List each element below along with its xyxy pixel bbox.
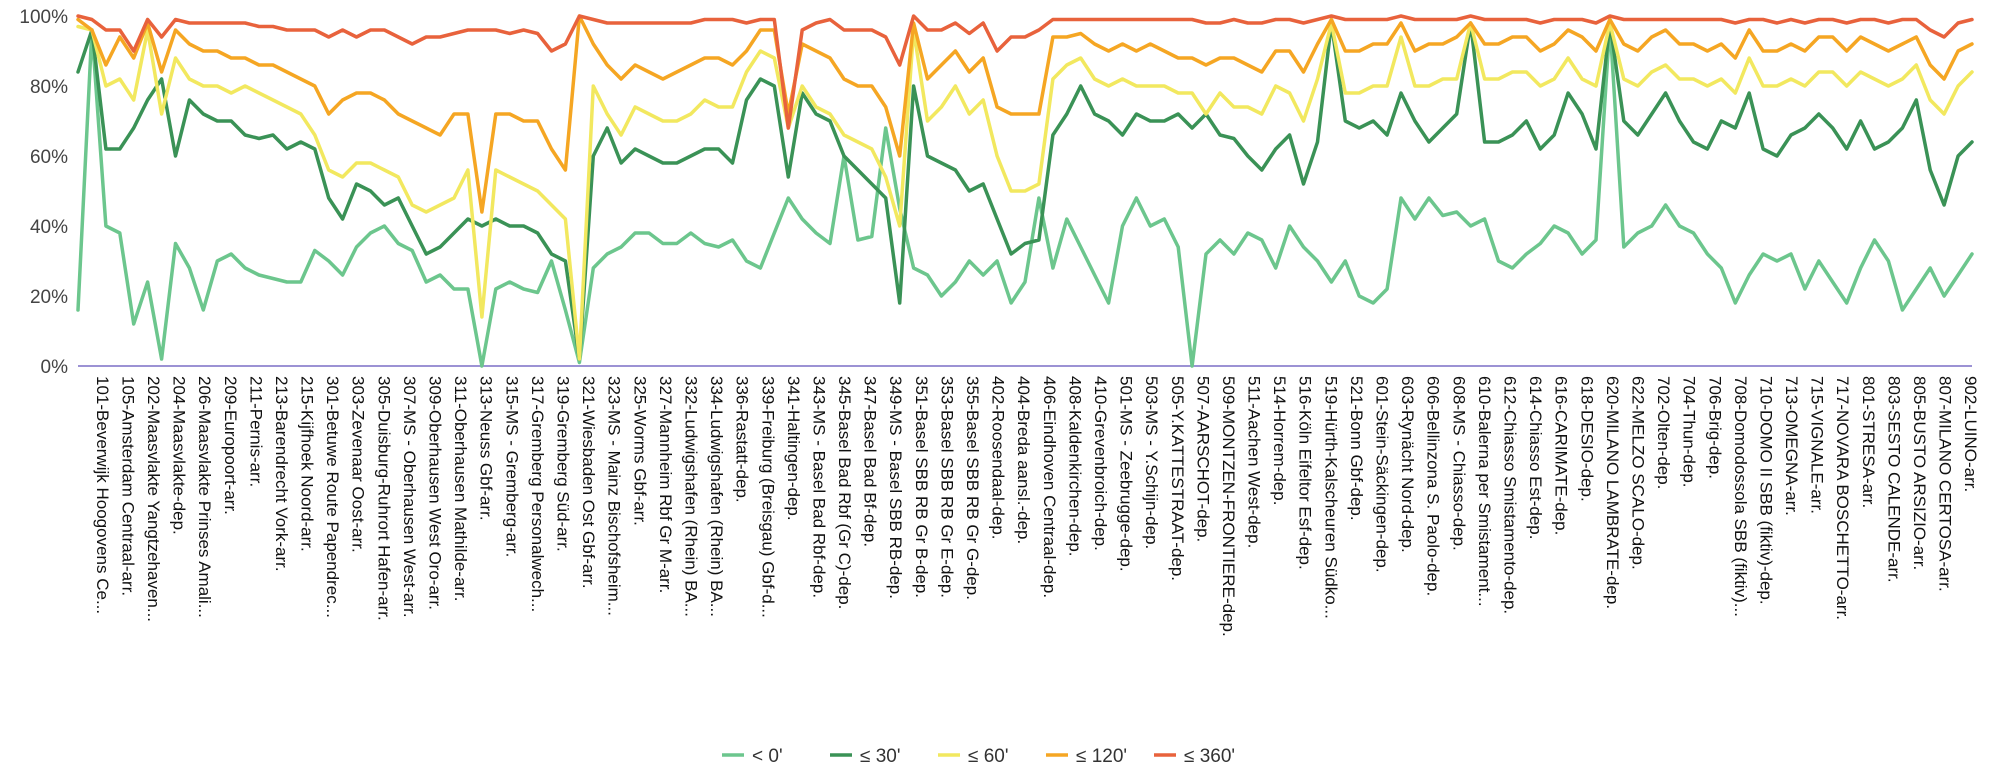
x-tick-label: 801-STRESA-arr. [1859,376,1878,508]
x-tick-label: 347-Basel Bad Bf-dep. [861,376,880,547]
y-tick-label: 80% [30,77,68,98]
x-tick-label: 313-Neuss Gbf-arr. [477,376,496,521]
x-tick-label: 323-MS - Mainz Bischofsheim... [605,376,624,616]
x-tick-label: 215-Kijfhoek Noord-arr. [298,376,317,552]
x-tick-label: 610-Balerna per Smistament... [1475,376,1494,607]
x-tick-label: 327-Mannheim Rbf Gr M-arr. [656,376,675,593]
y-axis: 0% 20% 40% 60% 80% 100% [19,7,1972,378]
x-tick-label: 601-Stein-Säckingen-dep. [1373,376,1392,573]
x-tick-label: 325-Worms Gbf-arr. [630,376,649,526]
x-tick-label: 620-MILANO LAMBRATE-dep. [1603,376,1622,609]
x-tick-label: 336-Rastatt-dep. [733,376,752,503]
x-tick-label: 501-MS - Zeebrugge-dep. [1117,376,1136,572]
x-tick-label: 319-Gremberg Süd-arr. [554,376,573,552]
y-tick-label: 60% [30,147,68,168]
x-tick-label: 514-Horrem-dep. [1270,376,1289,505]
x-tick-label: 717-NOVARA BOSCHETTO-arr. [1833,376,1852,620]
x-tick-label: 105-Amsterdam Centraal-arr. [118,376,137,596]
x-tick-label: 608-MS - Chiasso-dep. [1449,376,1468,551]
legend-label-0: < 0' [752,746,783,767]
legend-label-2: ≤ 60' [968,746,1008,767]
x-tick-label: 902-LUINO-arr. [1961,376,1980,492]
x-tick-label: 603-Rynächt Nord-dep. [1398,376,1417,553]
x-tick-label: 805-BUSTO ARSIZIO-arr. [1910,376,1929,570]
x-tick-label: 345-Basel Bad Rbf (Gr C)-dep. [835,376,854,609]
x-tick-label: 618-DESIO-dep. [1577,376,1596,502]
x-tick-label: 521-Bonn Gbf-dep. [1347,376,1366,521]
x-tick-label: 702-Olten-dep. [1654,376,1673,489]
x-tick-label: 317-Gremberg Personalwech... [528,376,547,612]
x-tick-label: 353-Basel SBB RB Gr E-dep. [937,376,956,598]
legend-label-1: ≤ 30' [860,746,900,767]
x-tick-label: 303-Zevenaar Oost-arr. [349,376,368,553]
x-tick-label: 101-Beverwijk Hoogovens Ce... [93,376,112,614]
x-tick-label: 507-AARSCHOT-dep. [1193,376,1212,542]
x-tick-label: 519-Hürth-Kalscheuren Südko... [1321,376,1340,619]
x-tick-label: 704-Thun-dep. [1680,376,1699,488]
x-tick-label: 211-Pernis-arr. [246,376,265,487]
x-tick-label: 710-DOMO II SBB (fiktiv)-dep. [1756,376,1775,605]
x-tick-label: 204-Maasvlakte-dep. [170,376,189,535]
y-tick-label: 20% [30,287,68,308]
y-tick-label: 0% [41,357,69,378]
x-tick-label: 406-Eindhoven Centraal-dep. [1040,376,1059,598]
x-tick-label: 209-Europoort-arr. [221,376,240,515]
series-line-0 [76,21,1974,368]
x-tick-label: 606-Bellinzona S. Paolo-dep. [1424,376,1443,596]
x-tick-label: 206-Maasvlakte Prinses Amali... [195,376,214,618]
x-tick-label: 321-Wiesbaden Ost Gbf-arr. [579,376,598,589]
series-line-2 [76,21,1974,361]
x-tick-label: 402-Roosendaal-dep. [989,376,1008,540]
x-tick-label: 307-MS - Oberhausen West-arr. [400,376,419,618]
x-tick-label: 351-Basel SBB RB Gr B-dep. [912,376,931,598]
x-tick-label: 708-Domodossola SBB (fiktiv)... [1731,376,1750,617]
x-tick-label: 408-Kaldenkirchen-dep. [1065,376,1084,557]
x-tick-label: 503-MS - Y.Schijn-dep. [1142,376,1161,549]
x-tick-label: 614-Chiasso Est-dep. [1526,376,1545,539]
legend: < 0' ≤ 30' ≤ 60' ≤ 120' ≤ 360' [722,746,1235,767]
legend-label-4: ≤ 360' [1184,746,1235,767]
series-line-1 [76,21,1974,361]
x-tick-label: 706-Brig-dep. [1705,376,1724,479]
x-tick-label: 511-Aachen West-dep. [1245,376,1264,548]
x-tick-label: 349-MS - Basel SBB RB-dep. [886,376,905,599]
x-tick-label: 509-MONTZEN-FRONTIERE-dep. [1219,376,1238,637]
x-tick-label: 332-Ludwigshafen (Rhein) BA... [681,376,700,617]
x-tick-label: 410-Grevenbroich-dep. [1091,376,1110,551]
series-line-4 [76,14,1974,130]
series-line-3 [76,14,1974,214]
y-tick-label: 100% [19,7,68,28]
x-tick-label: 355-Basel SBB RB Gr G-dep. [963,376,982,600]
x-tick-label: 311-Oberhausen Mathilde-arr. [451,376,470,602]
x-tick-label: 713-OMEGNA-arr. [1782,376,1801,516]
x-tick-label: 715-VIGNALE-arr. [1808,376,1827,514]
x-axis: 101-Beverwijk Hoogovens Ce... 105-Amsterd… [93,376,1980,637]
x-tick-label: 339-Freiburg (Breisgau) Gbf-d... [758,376,777,618]
x-tick-label: 505-Y.KATTESTRAAT-dep. [1168,376,1187,581]
x-tick-label: 202-Maasvlakte Yangtzehaven... [144,376,163,622]
x-tick-label: 612-Chiasso Smistamento-dep. [1501,376,1520,614]
x-tick-label: 341-Haltingen-dep. [784,376,803,521]
x-tick-label: 404-Breda aansl.-dep. [1014,376,1033,544]
x-tick-label: 305-Duisburg-Ruhrort Hafen-arr. [374,376,393,621]
plot-area [76,14,1974,368]
x-tick-label: 315-MS - Gremberg-arr. [502,376,521,557]
x-tick-label: 622-MELZO SCALO-dep. [1628,376,1647,570]
x-tick-label: 213-Barendrecht Vork-arr. [272,376,291,572]
x-tick-label: 803-SESTO CALENDE-arr. [1884,376,1903,583]
x-tick-label: 301-Betuwe Route Papendrec... [323,376,342,618]
x-tick-label: 334-Ludwigshafen (Rhein) BA... [707,376,726,617]
legend-label-3: ≤ 120' [1076,746,1127,767]
x-tick-label: 343-MS - Basel Bad Rbf-dep. [809,376,828,598]
x-tick-label: 616-CARIMATE-dep. [1552,376,1571,535]
x-tick-label: 807-MILANO CERTOSA-arr. [1936,376,1955,592]
x-tick-label: 309-Oberhausen West Oro-arr. [426,376,445,610]
x-tick-label: 516-Köln Eifeltor Esf-dep. [1296,376,1315,570]
y-tick-label: 40% [30,217,68,238]
